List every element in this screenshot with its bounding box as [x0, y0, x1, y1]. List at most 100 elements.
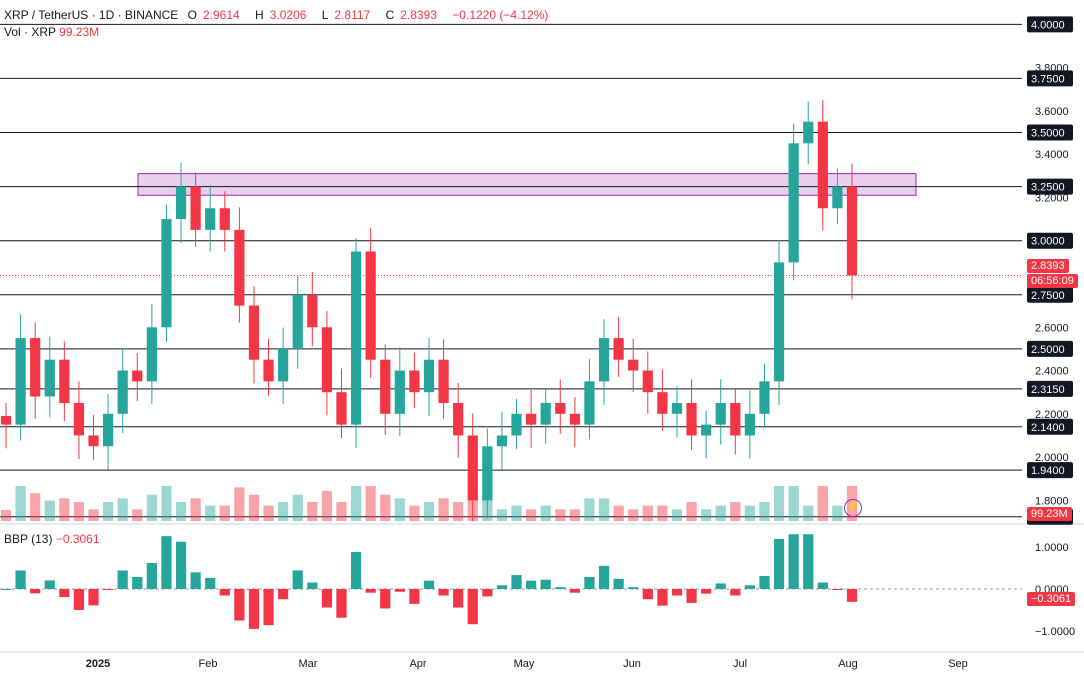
volume-bar — [292, 494, 303, 521]
bbp-bar — [730, 589, 741, 596]
level-tag — [1027, 286, 1073, 303]
volume-bar — [132, 509, 143, 521]
candle-body — [525, 413, 537, 425]
level-tag-label: 3.2500 — [1031, 182, 1065, 194]
bbp-bar — [496, 585, 508, 589]
level-tag — [1027, 16, 1073, 33]
bbp-bar — [15, 570, 26, 589]
y-tick-label: 2.4000 — [1035, 366, 1069, 378]
volume-bar — [59, 498, 70, 521]
candle-body — [380, 359, 391, 414]
candle-body — [438, 359, 449, 403]
level-tag — [1027, 340, 1073, 357]
volume-bar — [540, 505, 551, 521]
volume-bar — [438, 498, 449, 521]
bbp-bar — [744, 585, 756, 589]
bbp-legend-value: −0.3061 — [55, 532, 100, 546]
candle-body — [540, 402, 551, 425]
candle-body — [817, 121, 828, 209]
volume-bar — [744, 505, 756, 521]
volume-bar — [0, 510, 12, 521]
x-tick-label: Jul — [733, 658, 747, 670]
volume-bar — [832, 505, 843, 521]
x-tick-label: Mar — [299, 658, 318, 670]
candle-body — [759, 381, 770, 414]
bbp-bar — [0, 589, 12, 590]
volume-legend[interactable]: Vol · XRP 99.23M — [4, 25, 100, 39]
volume-bar — [496, 509, 508, 521]
candle-body — [642, 370, 653, 393]
bbp-bar — [511, 575, 522, 589]
candle-body — [598, 338, 610, 382]
level-tag-label: 2.7500 — [1031, 290, 1065, 302]
candle-body — [453, 402, 464, 436]
candle-body — [248, 305, 260, 360]
symbol-title[interactable]: XRP / TetherUS · 1D · BINANCE — [4, 8, 179, 22]
volume-bar — [365, 486, 376, 521]
bbp-tick-label: 1.0000 — [1035, 542, 1069, 554]
volume-bar — [380, 494, 391, 521]
bbp-bar — [321, 589, 333, 608]
bbp-bar — [832, 589, 843, 590]
bbp-bar — [613, 578, 624, 589]
volume-bar — [671, 509, 683, 521]
bbp-bar — [846, 589, 858, 602]
candle-body — [555, 402, 566, 414]
candle-body — [278, 348, 289, 382]
bbp-bar — [628, 587, 639, 589]
candle-body — [161, 219, 172, 328]
lightning-icon[interactable]: ⚡ — [844, 499, 862, 517]
bbp-legend[interactable]: BBP (13) −0.3061 — [4, 532, 100, 546]
level-tag-label: 2.1400 — [1031, 422, 1065, 434]
volume-bar — [598, 498, 610, 521]
bbp-bar — [453, 589, 464, 608]
candle-body — [44, 359, 55, 397]
volume-bar — [205, 505, 216, 521]
bbp-bar — [803, 534, 814, 589]
level-tag-label: 3.5000 — [1031, 128, 1065, 140]
candle-body — [628, 359, 639, 371]
countdown-tag: 06:56:09 — [1027, 274, 1078, 288]
x-tick-label: 2025 — [86, 658, 110, 670]
candle-body — [496, 435, 508, 447]
volume-bar — [44, 500, 55, 521]
bbp-bar — [59, 589, 70, 597]
bbp-bar — [394, 589, 405, 592]
bbp-bar — [773, 538, 785, 589]
candle-body — [511, 413, 522, 436]
volume-bar — [613, 505, 624, 521]
x-tick-label: May — [514, 658, 535, 670]
bbp-bar — [380, 589, 391, 609]
bbp-bar — [263, 589, 274, 626]
bbp-bar — [146, 563, 157, 589]
candle-body — [15, 338, 26, 425]
bbp-bar — [482, 589, 493, 597]
volume-bar — [701, 509, 712, 521]
level-tag-label: 2.5000 — [1031, 344, 1065, 356]
candle-body — [30, 338, 41, 397]
candle-body — [394, 370, 405, 414]
candle-body — [263, 359, 274, 382]
volume-bar — [759, 502, 770, 521]
bbp-bar — [161, 536, 172, 589]
volume-bar — [30, 493, 41, 521]
volume-bar — [482, 494, 493, 521]
x-tick-label: Aug — [838, 658, 858, 670]
volume-bar — [467, 491, 478, 521]
bbp-bar — [117, 570, 128, 589]
volume-bar — [525, 509, 537, 521]
volume-bar — [409, 505, 420, 521]
bbp-bar — [540, 579, 551, 589]
candle-body — [744, 413, 756, 436]
bbp-bar — [307, 582, 318, 589]
bbp-bar — [234, 589, 245, 621]
bbp-bar — [350, 551, 362, 589]
candle-body — [219, 208, 230, 230]
volume-bar — [628, 509, 639, 521]
candle-body — [0, 415, 12, 425]
level-tag-label: 1.9400 — [1031, 465, 1065, 477]
bbp-bar — [642, 589, 653, 600]
level-tag-label: 4.0000 — [1031, 19, 1065, 31]
